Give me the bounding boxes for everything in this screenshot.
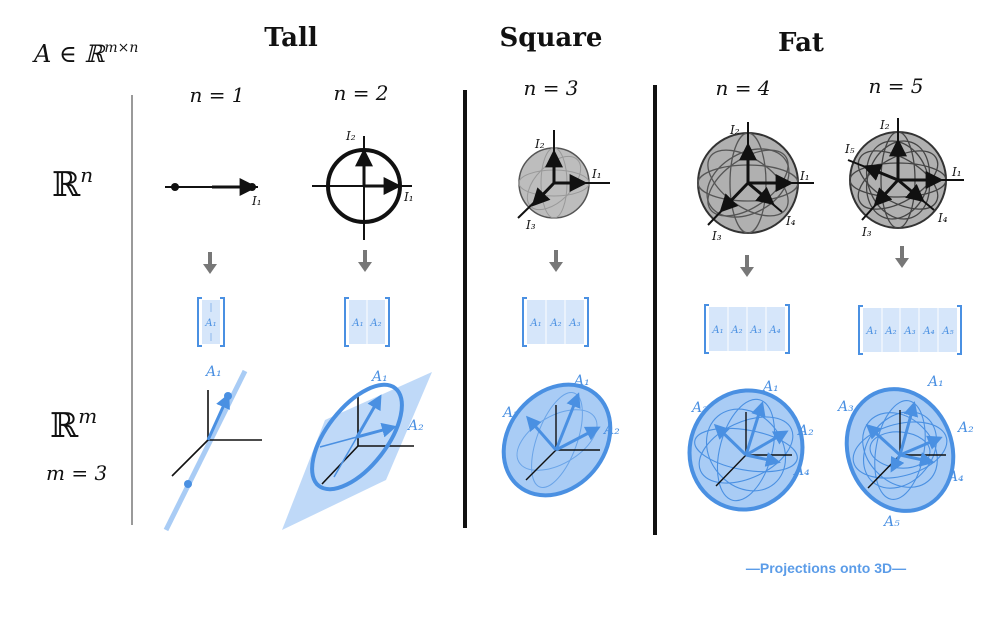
image-vector-label: A₅	[882, 514, 900, 530]
image-vector-label: A₁	[761, 379, 779, 395]
axis-label: I₁	[251, 194, 262, 208]
matrix-column-label: A₄	[768, 325, 780, 336]
matrix-n5: A₁ A₂ A₃ A₄ A₅	[858, 305, 962, 355]
down-arrow-n4	[740, 255, 754, 277]
matrix-column-label: A₁	[204, 318, 216, 329]
axis-label: I₂	[879, 118, 890, 132]
axis-label: I₃	[711, 229, 722, 243]
domain-figure-n3: I₁ I₂ I₃	[517, 130, 610, 232]
matrix-column-label: A₁	[351, 318, 363, 329]
axis-label: I₂	[729, 123, 740, 137]
axis-label: I₂	[534, 137, 545, 151]
matrix-column-label: A₃	[568, 318, 580, 329]
image-vector-label: A₁	[204, 364, 222, 380]
down-arrow-n5	[895, 246, 909, 268]
image-vector-label: A₂	[602, 422, 620, 438]
axis-label: I₁	[951, 165, 962, 179]
matrix-column-label: A₂	[884, 326, 896, 337]
matrix-column-label: A₂	[369, 318, 381, 329]
image-figure-n3: A₁ A₂ A₃	[501, 373, 620, 498]
image-figure-n4: A₁ A₂ A₃ A₄	[687, 379, 814, 512]
image-vector-label: A₃	[690, 400, 708, 416]
domain-figure-n5: I₁ I₂ I₃ I₄ I₅	[844, 118, 964, 239]
section-title-fat: Fat	[778, 28, 824, 58]
down-arrow-n1	[203, 252, 217, 274]
domain-figure-n1: I₁	[165, 178, 262, 208]
domain-space-label: ℝn	[52, 163, 93, 205]
matrix-column-label: A₅	[941, 326, 953, 337]
n-label-3: n = 3	[523, 76, 578, 100]
section-title-tall: Tall	[264, 23, 318, 53]
image-vector-label: A₃	[836, 399, 854, 415]
n-label-4: n = 4	[715, 76, 770, 100]
axis-label: I₄	[785, 214, 796, 228]
matrix-domain-label: A ∈ ℝm×n	[32, 40, 138, 68]
image-vector-label: A₁	[370, 369, 388, 385]
axis-label: I₃	[861, 225, 872, 239]
matrix-n4: A₁ A₂ A₃ A₄	[704, 304, 790, 354]
projection-caption: —Projections onto 3D—	[746, 560, 906, 576]
image-figure-n5: A₁ A₂ A₃ A₄ A₅	[836, 374, 974, 530]
image-vector-label: A₁	[572, 373, 590, 389]
m-value-label: m = 3	[46, 461, 107, 485]
codomain-space-label: ℝm	[50, 404, 97, 446]
matrix-column-label: A₂	[549, 318, 561, 329]
image-figure-n1: A₁	[163, 364, 262, 532]
axis-label: I₃	[525, 218, 536, 232]
axis-label: I₁	[799, 169, 810, 183]
matrix-column-label: A₂	[730, 325, 742, 336]
image-vector-label: A₂	[956, 420, 974, 436]
matrix-n2: A₁ A₂	[344, 297, 390, 347]
matrix-column-label: A₁	[529, 318, 541, 329]
axis-label: I₁	[403, 190, 414, 204]
matrix-column-label: A₁	[865, 326, 877, 337]
domain-figure-n4: I₁ I₂ I₃ I₄	[697, 122, 814, 243]
section-title-square: Square	[500, 23, 603, 53]
n-label-2: n = 2	[333, 81, 388, 105]
axis-label: I₂	[345, 129, 356, 143]
axis-label: I₄	[937, 211, 948, 225]
image-vector-label: A₄	[946, 469, 964, 485]
down-arrow-n2	[358, 250, 372, 272]
n-label-5: n = 5	[868, 74, 923, 98]
image-figure-n2: A₁ A₂	[282, 369, 432, 530]
matrix-column-label: A₃	[749, 325, 761, 336]
image-vector-label: A₃	[501, 405, 519, 421]
matrix-n1: A₁	[197, 297, 225, 347]
image-vector-label: A₂	[796, 423, 814, 439]
down-arrow-n3	[549, 250, 563, 272]
matrix-n3: A₁ A₂ A₃	[522, 297, 589, 347]
matrix-column-label: A₁	[711, 325, 723, 336]
image-vector-label: A₂	[406, 418, 424, 434]
image-vector-label: A₁	[926, 374, 944, 390]
image-vector-label: A₄	[792, 463, 810, 479]
matrix-column-label: A₃	[903, 326, 915, 337]
axis-label: I₅	[844, 142, 855, 156]
domain-figure-n2: I₁ I₂	[312, 129, 414, 240]
axis-label: I₁	[591, 167, 602, 181]
matrix-column-label: A₄	[922, 326, 934, 337]
n-label-1: n = 1	[189, 83, 244, 107]
